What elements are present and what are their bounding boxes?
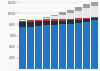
Bar xyxy=(19,27,26,69)
Bar xyxy=(67,19,74,20)
Bar xyxy=(51,15,58,16)
Bar xyxy=(75,20,82,23)
Bar xyxy=(83,8,90,18)
Bar xyxy=(91,1,98,6)
Bar xyxy=(59,19,66,21)
Bar xyxy=(19,19,26,20)
Bar xyxy=(51,19,58,21)
Bar xyxy=(51,25,58,69)
Bar xyxy=(91,6,98,17)
Bar xyxy=(59,24,66,69)
Bar xyxy=(83,4,90,8)
Bar xyxy=(91,20,98,69)
Bar xyxy=(75,7,82,11)
Bar xyxy=(67,10,74,13)
Bar xyxy=(75,11,82,18)
Bar xyxy=(19,20,26,21)
Bar xyxy=(35,21,42,26)
Bar xyxy=(43,19,50,21)
Bar xyxy=(67,20,74,24)
Bar xyxy=(43,21,50,25)
Bar xyxy=(27,22,34,27)
Bar xyxy=(67,24,74,69)
Bar xyxy=(27,27,34,69)
Bar xyxy=(27,19,34,20)
Bar xyxy=(75,23,82,69)
Bar xyxy=(83,19,90,22)
Bar xyxy=(75,18,82,20)
Bar xyxy=(51,16,58,19)
Bar xyxy=(43,18,50,19)
Bar xyxy=(91,18,98,20)
Bar xyxy=(27,20,34,22)
Bar xyxy=(83,18,90,19)
Bar xyxy=(43,17,50,18)
Bar xyxy=(35,18,42,20)
Bar xyxy=(83,22,90,69)
Bar xyxy=(43,25,50,69)
Bar xyxy=(59,12,66,15)
Bar xyxy=(67,13,74,19)
Bar xyxy=(35,26,42,69)
Bar xyxy=(59,15,66,19)
Bar xyxy=(35,20,42,21)
Bar xyxy=(91,17,98,18)
Bar xyxy=(19,21,26,22)
Bar xyxy=(19,22,26,27)
Bar xyxy=(59,21,66,24)
Bar xyxy=(51,21,58,25)
